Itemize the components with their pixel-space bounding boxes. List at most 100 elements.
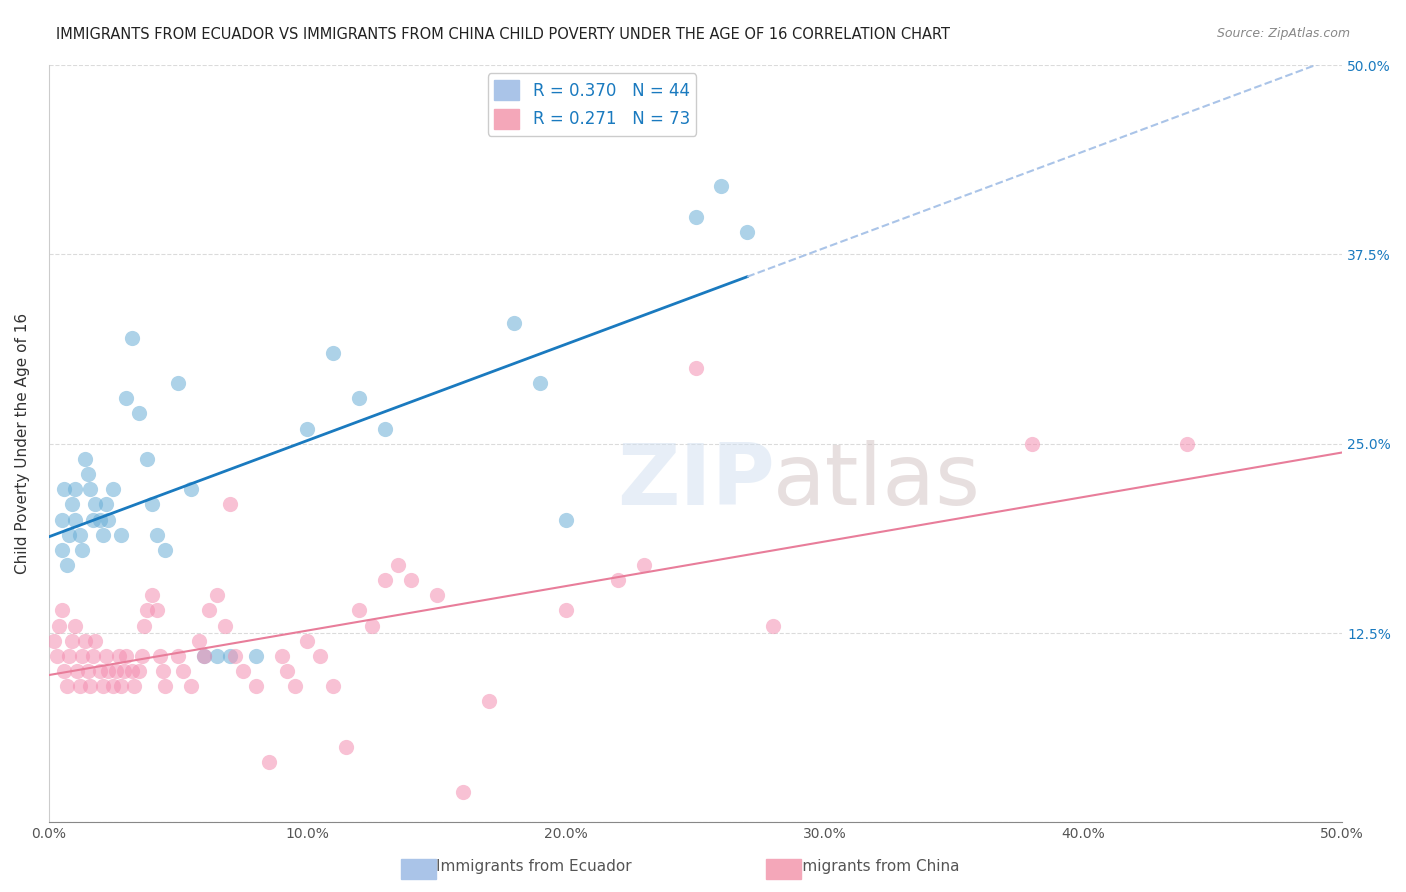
Point	[58, 648, 80, 663]
Point	[51, 512, 73, 526]
Point	[91, 679, 114, 693]
Point	[94, 648, 117, 663]
Point	[322, 679, 344, 693]
Point	[172, 664, 194, 678]
Point	[51, 603, 73, 617]
Point	[66, 664, 89, 678]
Point	[89, 664, 111, 678]
Point	[710, 179, 733, 194]
Point	[105, 664, 128, 678]
Point	[232, 664, 254, 678]
Point	[218, 648, 240, 663]
Point	[153, 679, 176, 693]
Point	[115, 392, 138, 406]
Point	[205, 648, 228, 663]
Point	[451, 785, 474, 799]
Point	[762, 618, 785, 632]
Point	[79, 482, 101, 496]
Point	[276, 664, 298, 678]
Point	[205, 588, 228, 602]
Point	[347, 603, 370, 617]
Point	[387, 558, 409, 572]
Point	[224, 648, 246, 663]
Point	[58, 527, 80, 541]
Point	[60, 497, 83, 511]
Point	[555, 603, 578, 617]
Point	[141, 497, 163, 511]
Point	[149, 648, 172, 663]
Point	[214, 618, 236, 632]
Point	[187, 633, 209, 648]
Legend: R = 0.370   N = 44, R = 0.271   N = 73: R = 0.370 N = 44, R = 0.271 N = 73	[488, 73, 696, 136]
Point	[56, 679, 79, 693]
Point	[193, 648, 215, 663]
Point	[103, 482, 125, 496]
Point	[73, 451, 96, 466]
Point	[152, 664, 174, 678]
Point	[134, 618, 156, 632]
Text: Source: ZipAtlas.com: Source: ZipAtlas.com	[1216, 27, 1350, 40]
Point	[42, 633, 65, 648]
Point	[53, 664, 76, 678]
Point	[167, 648, 190, 663]
Point	[76, 467, 98, 481]
Point	[141, 588, 163, 602]
Point	[63, 618, 86, 632]
Point	[97, 664, 120, 678]
Point	[685, 210, 707, 224]
Point	[426, 588, 449, 602]
Point	[136, 451, 159, 466]
Point	[245, 679, 267, 693]
Point	[63, 512, 86, 526]
Point	[180, 679, 202, 693]
Point	[245, 648, 267, 663]
Point	[69, 527, 91, 541]
Point	[297, 422, 319, 436]
Point	[606, 573, 628, 587]
Point	[136, 603, 159, 617]
Point	[63, 482, 86, 496]
Point	[115, 648, 138, 663]
Point	[309, 648, 332, 663]
Point	[1175, 437, 1198, 451]
Point	[72, 542, 94, 557]
Text: ZIP: ZIP	[617, 440, 775, 523]
Point	[79, 679, 101, 693]
Point	[84, 497, 107, 511]
Point	[297, 633, 319, 648]
Point	[112, 664, 135, 678]
Point	[257, 755, 280, 769]
Point	[477, 694, 499, 708]
Point	[97, 512, 120, 526]
Point	[73, 633, 96, 648]
Point	[131, 648, 153, 663]
Point	[128, 664, 150, 678]
Point	[399, 573, 422, 587]
Point	[110, 527, 132, 541]
Point	[270, 648, 292, 663]
Point	[361, 618, 384, 632]
Point	[82, 648, 104, 663]
Point	[60, 633, 83, 648]
Point	[1021, 437, 1043, 451]
Point	[735, 225, 758, 239]
Point	[685, 361, 707, 376]
Point	[128, 407, 150, 421]
Point	[48, 618, 70, 632]
Text: Immigrants from China: Immigrants from China	[783, 859, 960, 874]
Point	[335, 739, 357, 754]
Point	[198, 603, 221, 617]
Point	[283, 679, 305, 693]
Point	[529, 376, 551, 391]
Point	[555, 512, 578, 526]
Y-axis label: Child Poverty Under the Age of 16: Child Poverty Under the Age of 16	[15, 313, 30, 574]
Point	[94, 497, 117, 511]
Point	[374, 422, 396, 436]
Point	[82, 512, 104, 526]
Point	[347, 392, 370, 406]
Point	[53, 482, 76, 496]
Point	[110, 679, 132, 693]
Point	[89, 512, 111, 526]
Point	[103, 679, 125, 693]
Text: Immigrants from Ecuador: Immigrants from Ecuador	[436, 859, 633, 874]
